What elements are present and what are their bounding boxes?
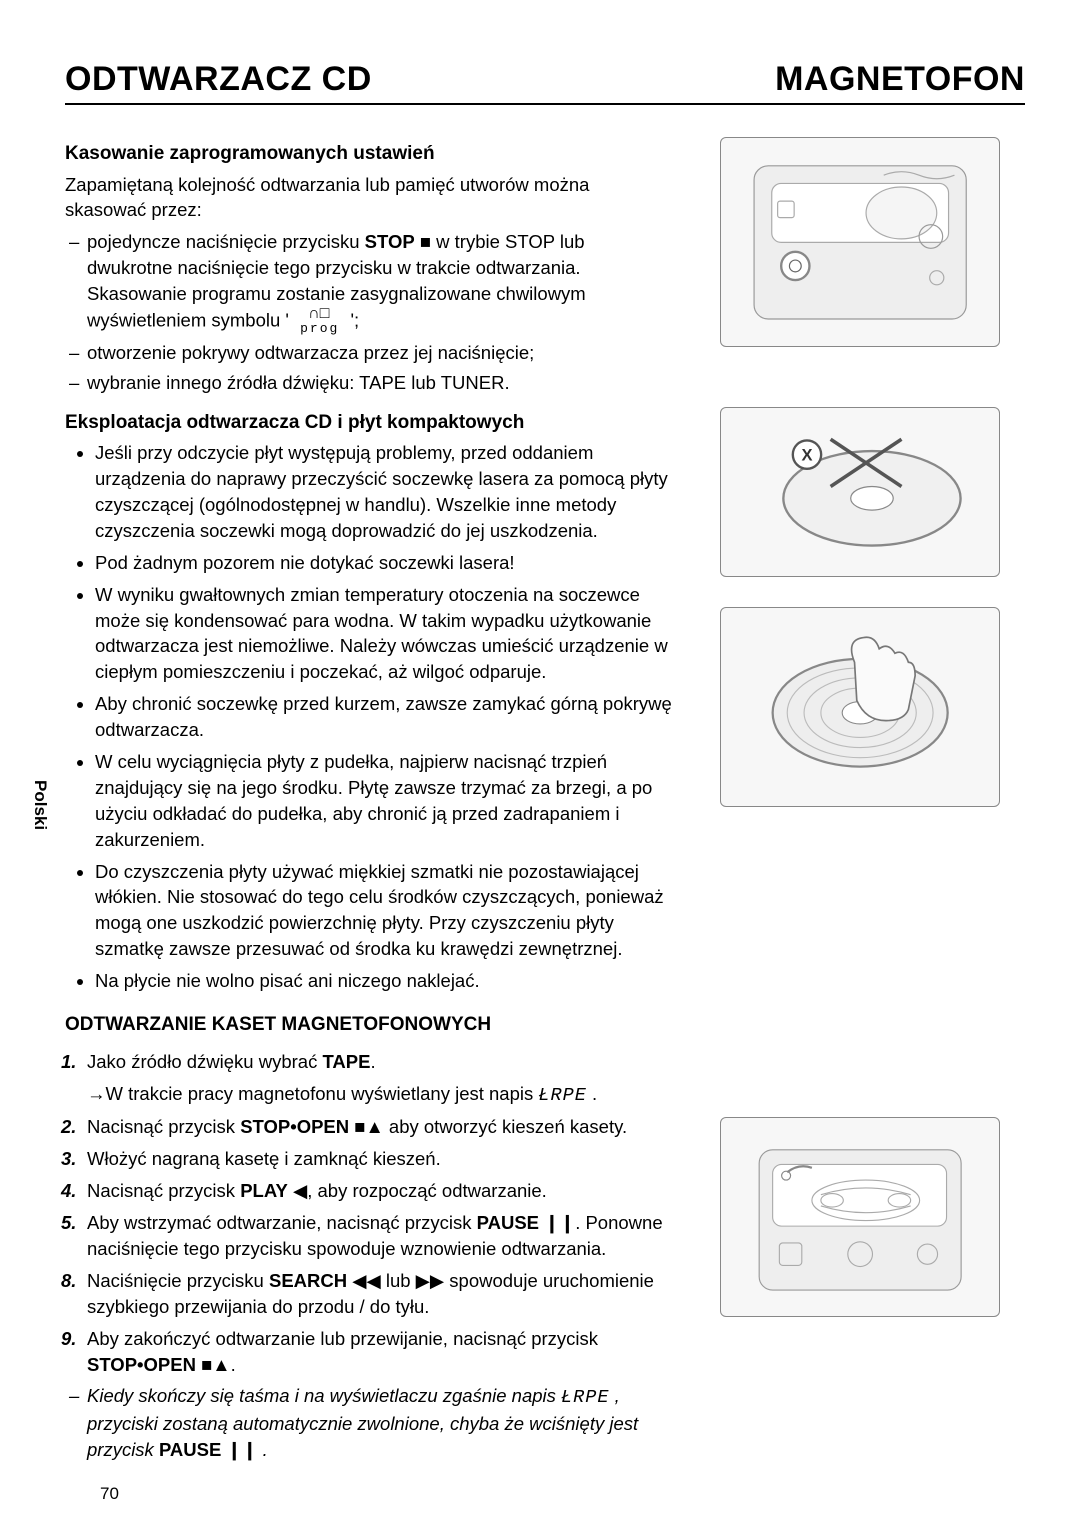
- content-wrap: Kasowanie zaprogramowanych ustawień Zapa…: [65, 127, 1025, 1469]
- illustration-disc-x: X: [720, 407, 1000, 577]
- illustration-cassette-device: [720, 1117, 1000, 1317]
- s2-b5: W celu wyciągnięcia płyty z pudełka, naj…: [95, 749, 675, 853]
- s3-li1: 1.Jako źródło dźwięku wybrać TAPE.: [87, 1049, 675, 1075]
- s2-b1: Jeśli przy odczycie płyt występują probl…: [95, 440, 675, 544]
- s1-item-1: pojedyncze naciśnięcie przycisku STOP ■ …: [87, 229, 675, 335]
- s2-b2: Pod żadnym pozorem nie dotykać soczewki …: [95, 550, 675, 576]
- s3-li2: 2.Nacisnąć przycisk STOP•OPEN ■▲ aby otw…: [87, 1114, 675, 1140]
- language-tab: Polski: [30, 780, 50, 830]
- s1-item-2: otworzenie pokrywy odtwarzacza przez jej…: [87, 340, 675, 366]
- s1-title: Kasowanie zaprogramowanych ustawień: [65, 141, 675, 168]
- s3-liA: W trakcie pracy magnetofonu wyświetlany …: [87, 1081, 675, 1109]
- s3-li3: 3.Włożyć nagraną kasetę i zamknąć kiesze…: [87, 1146, 675, 1172]
- s3-title: ODTWARZANIE KASET MAGNETOFONOWYCH: [65, 1012, 675, 1039]
- page-number: 70: [100, 1484, 119, 1504]
- s3-li9: 9.Aby zakończyć odtwarzanie lub przewija…: [87, 1326, 675, 1378]
- s1-item-3: wybranie innego źródła dźwięku: TAPE lub…: [87, 370, 675, 396]
- illustration-disc-hand: [720, 607, 1000, 807]
- s3-note: – Kiedy skończy się taśma i na wyświetla…: [87, 1383, 675, 1463]
- svg-text:X: X: [801, 445, 812, 464]
- s2-list: Jeśli przy odczycie płyt występują probl…: [65, 440, 675, 994]
- s2-b4: Aby chronić soczewkę przed kurzem, zawsz…: [95, 691, 675, 743]
- s3-li8: 8.Naciśnięcie przycisku SEARCH ◀◀ lub ▶▶…: [87, 1268, 675, 1320]
- s2-title: Eksploatacja odtwarzacza CD i płyt kompa…: [65, 410, 675, 437]
- page-header: ODTWARZACZ CD MAGNETOFON: [65, 60, 1025, 105]
- main-column: Kasowanie zaprogramowanych ustawień Zapa…: [65, 127, 675, 1469]
- s2-b6: Do czyszczenia płyty używać miękkiej szm…: [95, 859, 675, 963]
- s3-li5: 5.Aby wstrzymać odtwarzanie, nacisnąć pr…: [87, 1210, 675, 1262]
- header-left-title: ODTWARZACZ CD: [65, 60, 372, 99]
- illustration-column: X: [695, 127, 1025, 1469]
- s1-list: pojedyncze naciśnięcie przycisku STOP ■ …: [65, 229, 675, 395]
- s3-li4: 4.Nacisnąć przycisk PLAY ◀, aby rozpoczą…: [87, 1178, 675, 1204]
- s3-list: 1.Jako źródło dźwięku wybrać TAPE. W tra…: [65, 1049, 675, 1463]
- s2-b7: Na płycie nie wolno pisać ani niczego na…: [95, 968, 675, 994]
- header-right-title: MAGNETOFON: [775, 60, 1025, 99]
- prog-symbol: ∩□prog: [300, 307, 339, 336]
- s1-intro: Zapamiętaną kolejność odtwarzania lub pa…: [65, 172, 675, 224]
- s2-b3: W wyniku gwałtownych zmian temperatury o…: [95, 582, 675, 686]
- illustration-device: [720, 137, 1000, 347]
